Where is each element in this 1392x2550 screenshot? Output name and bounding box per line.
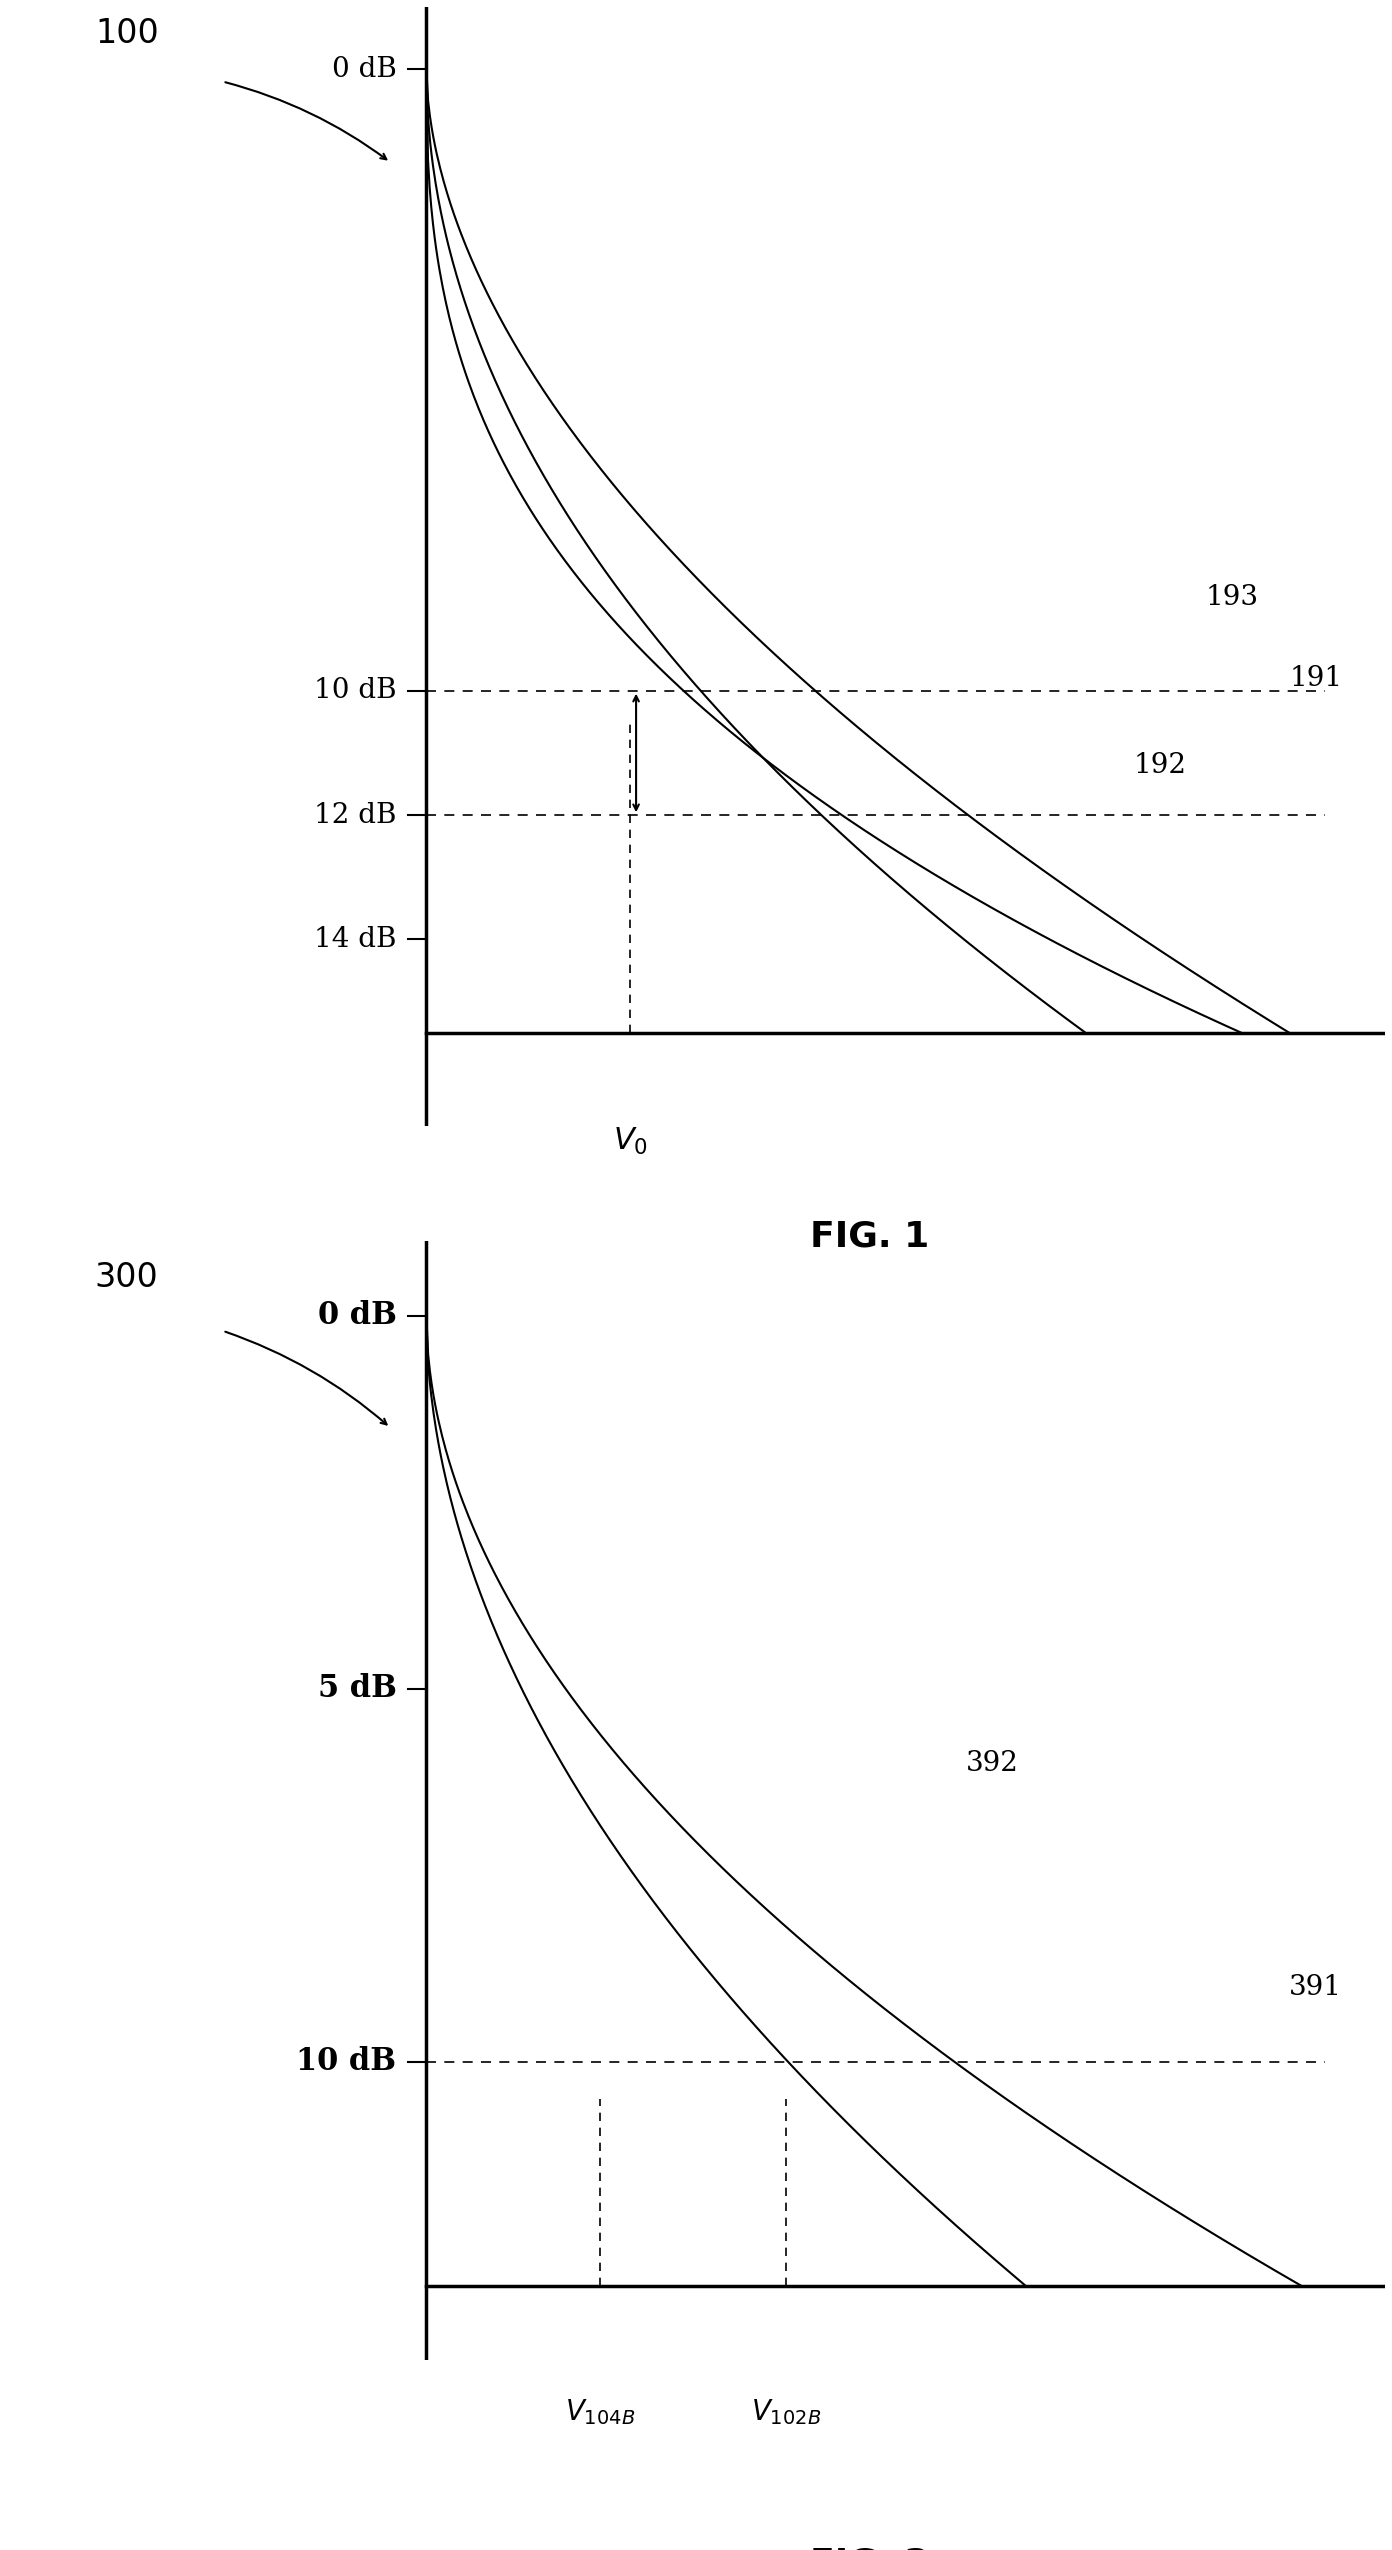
Text: $V_0$: $V_0$ <box>612 1127 647 1158</box>
Text: FIG. 1: FIG. 1 <box>810 1219 930 1252</box>
Text: 192: 192 <box>1133 752 1186 778</box>
Text: 12 dB: 12 dB <box>315 801 397 829</box>
Text: 391: 391 <box>1289 1974 1342 2002</box>
Text: FIG. 3: FIG. 3 <box>810 2547 930 2550</box>
Text: 10 dB: 10 dB <box>296 2048 397 2078</box>
Text: 193: 193 <box>1205 584 1258 612</box>
Text: 0 dB: 0 dB <box>317 1300 397 1331</box>
Text: $V_{102B}$: $V_{102B}$ <box>750 2397 821 2428</box>
Text: 5 dB: 5 dB <box>317 1673 397 1703</box>
Text: 191: 191 <box>1289 666 1342 691</box>
Text: 300: 300 <box>95 1260 159 1293</box>
Text: 392: 392 <box>966 1749 1019 1777</box>
Text: 100: 100 <box>95 18 159 51</box>
Text: $V_{104B}$: $V_{104B}$ <box>565 2397 635 2428</box>
Text: 14 dB: 14 dB <box>315 926 397 954</box>
Text: 10 dB: 10 dB <box>313 678 397 704</box>
Text: 0 dB: 0 dB <box>331 56 397 82</box>
